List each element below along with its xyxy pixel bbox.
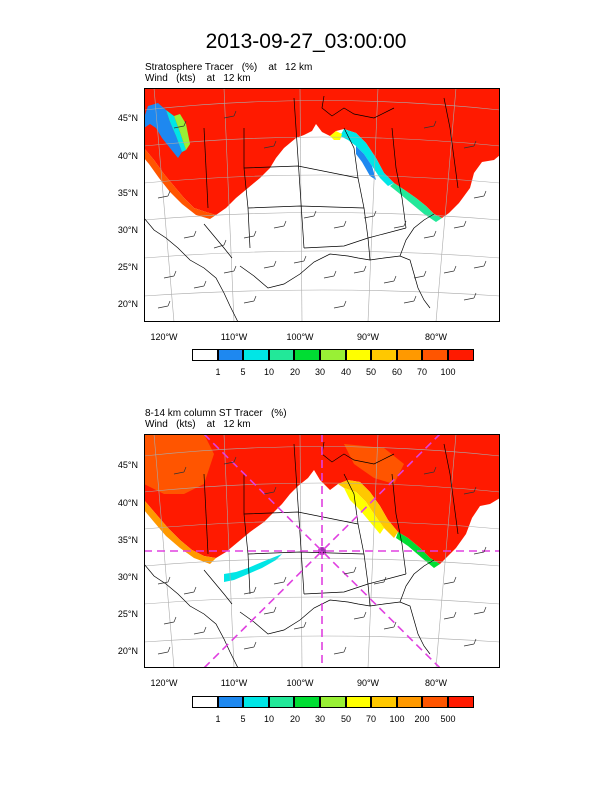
panel1-tracer-west-blue bbox=[144, 103, 182, 158]
panel1-lon-label: 80°W bbox=[424, 332, 448, 342]
panel1-colorbar-label: 60 bbox=[391, 367, 402, 377]
panel1-map bbox=[144, 88, 500, 322]
colorbar-swatch bbox=[243, 696, 269, 708]
colorbar-swatch bbox=[422, 696, 448, 708]
panel1-lon-label: 100°W bbox=[286, 332, 314, 342]
colorbar-swatch bbox=[217, 696, 244, 708]
panel1-title-line1: Stratosphere Tracer (%) at 12 km bbox=[145, 62, 313, 73]
panel1-lon-label: 90°W bbox=[356, 332, 380, 342]
panel2-colorbar-label: 5 bbox=[240, 714, 246, 724]
panel2-lat-label: 25°N bbox=[117, 609, 138, 619]
panel2-colorbar-label: 500 bbox=[440, 714, 456, 724]
panel1-colorbar-label: 100 bbox=[440, 367, 456, 377]
panel2-lon-label: 90°W bbox=[356, 678, 380, 688]
colorbar-swatch bbox=[268, 696, 295, 708]
panel1-colorbar-label: 1 bbox=[215, 367, 221, 377]
panel1-lon-label: 120°W bbox=[150, 332, 178, 342]
panel2-lat-label: 30°N bbox=[117, 572, 138, 582]
panel1-colorbar-label: 70 bbox=[416, 367, 427, 377]
panel2-lat-label: 20°N bbox=[117, 646, 138, 656]
panel1-tracer-red bbox=[144, 88, 500, 218]
panel1-colorbar-label: 20 bbox=[289, 367, 300, 377]
panel2-map bbox=[144, 434, 500, 668]
colorbar-swatch bbox=[345, 696, 372, 708]
panel2-lon-label: 110°W bbox=[220, 678, 248, 688]
panel2-lat-label: 45°N bbox=[117, 460, 138, 470]
panel2-colorbar-label: 1 bbox=[215, 714, 221, 724]
panel2-colorbar-label: 50 bbox=[340, 714, 351, 724]
panel2-colorbar-label: 70 bbox=[365, 714, 376, 724]
colorbar-swatch bbox=[345, 349, 372, 361]
panel2-title-line2: Wind (kts) at 12 km bbox=[145, 419, 251, 430]
panel2-tracer-red bbox=[144, 434, 500, 564]
panel1-colorbar-label: 10 bbox=[263, 367, 274, 377]
panel2-tracer-edge bbox=[144, 500, 216, 564]
panel2-colorbar-label: 100 bbox=[389, 714, 405, 724]
panel2-colorbar-label: 10 bbox=[263, 714, 274, 724]
colorbar-swatch bbox=[243, 349, 269, 361]
colorbar-swatch bbox=[192, 696, 218, 708]
colorbar-swatch bbox=[448, 349, 474, 361]
colorbar-swatch bbox=[396, 696, 423, 708]
panel2-colorbar-label: 200 bbox=[414, 714, 430, 724]
panel2-lat-label: 40°N bbox=[117, 498, 138, 508]
colorbar-swatch bbox=[320, 696, 346, 708]
colorbar-swatch bbox=[192, 349, 218, 361]
panel1-lat-label: 25°N bbox=[117, 262, 138, 272]
panel1-lon-label: 110°W bbox=[220, 332, 248, 342]
panel2-lat-label: 35°N bbox=[117, 535, 138, 545]
panel1-colorbar-label: 50 bbox=[365, 367, 376, 377]
page-title: 2013-09-27_03:00:00 bbox=[205, 30, 407, 53]
colorbar-swatch bbox=[396, 349, 423, 361]
colorbar-swatch bbox=[371, 349, 397, 361]
panel1-title: Stratosphere Tracer (%) at 12 km Wind (k… bbox=[145, 62, 312, 84]
panel1-lat-label: 40°N bbox=[117, 151, 138, 161]
panel2-title-line1: 8-14 km column ST Tracer (%) bbox=[145, 408, 287, 419]
panel1-lat-label: 20°N bbox=[117, 299, 138, 309]
panel1-colorbar-label: 5 bbox=[240, 367, 246, 377]
colorbar-swatch bbox=[320, 349, 346, 361]
panel2-colorbar-label: 20 bbox=[289, 714, 300, 724]
panel1-title-line2: Wind (kts) at 12 km bbox=[145, 73, 251, 84]
panel1-lat-label: 30°N bbox=[117, 225, 138, 235]
panel2-lon-label: 120°W bbox=[150, 678, 178, 688]
panel1-colorbar-label: 40 bbox=[340, 367, 351, 377]
panel2-title: 8-14 km column ST Tracer (%) Wind (kts) … bbox=[145, 408, 287, 430]
panel1-tracer-lakes-blue bbox=[340, 129, 394, 186]
colorbar-swatch bbox=[448, 696, 474, 708]
panel2-tracer-blue-strip bbox=[224, 554, 282, 582]
colorbar-swatch bbox=[294, 696, 320, 708]
panel1-lat-label: 45°N bbox=[117, 113, 138, 123]
colorbar-swatch bbox=[217, 349, 244, 361]
panel2-cross-sections bbox=[144, 434, 500, 668]
colorbar-swatch bbox=[268, 349, 295, 361]
panel1-colorbar-label: 30 bbox=[314, 367, 325, 377]
panel2-lon-label: 80°W bbox=[424, 678, 448, 688]
panel1-lat-label: 35°N bbox=[117, 188, 138, 198]
panel2-lon-label: 100°W bbox=[286, 678, 314, 688]
colorbar-swatch bbox=[371, 696, 397, 708]
panel2-colorbar-label: 30 bbox=[314, 714, 325, 724]
colorbar-swatch bbox=[294, 349, 320, 361]
colorbar-swatch bbox=[422, 349, 448, 361]
